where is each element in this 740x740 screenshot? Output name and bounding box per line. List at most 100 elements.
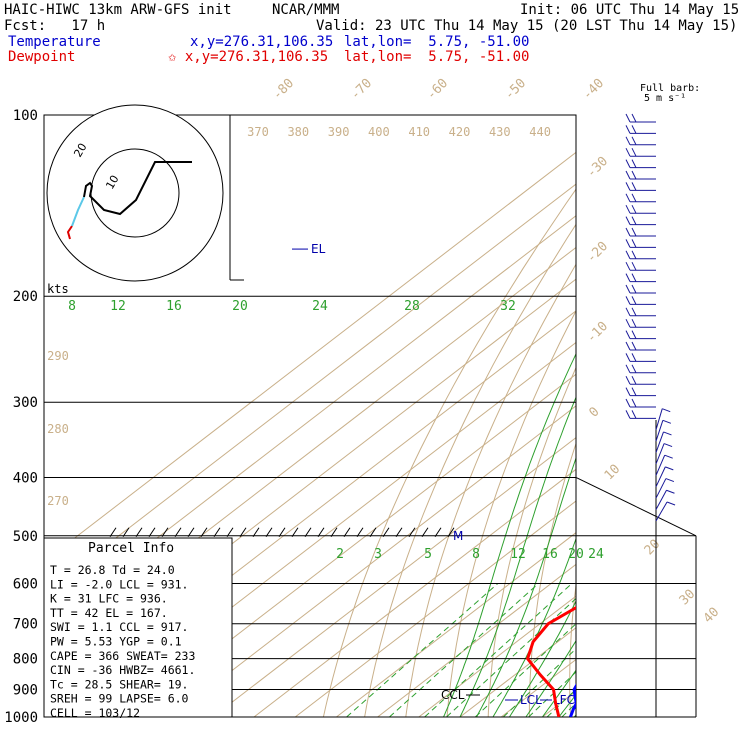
wind-barb: [631, 170, 637, 180]
hatch-mark: [408, 527, 416, 538]
mixing-ratio-label: 5: [424, 547, 432, 562]
hodograph-outer-ring: [46, 104, 224, 282]
wind-barb: [655, 490, 667, 510]
isotherm-label: -80: [270, 76, 297, 103]
hatch-mark: [317, 527, 325, 538]
hatch-mark: [135, 527, 143, 538]
valid-time: Valid: 23 UTC Thu 14 May 15 (20 LST Thu …: [316, 18, 738, 34]
dewpoint-latlon: lat,lon= 5.75, -51.00: [344, 49, 530, 65]
wind-barb: [631, 410, 637, 419]
wind-barb: [631, 284, 637, 294]
wind-barb: [666, 489, 675, 494]
theta-label: 430: [489, 125, 511, 139]
wind-barb: [625, 341, 631, 351]
wind-barb: [655, 501, 668, 522]
moist-adiabat-label: 12: [110, 299, 126, 314]
isotherm-label: -10: [584, 319, 611, 346]
wind-barb: [655, 443, 665, 465]
wind-barb: [625, 410, 631, 419]
hatch-mark: [239, 527, 247, 538]
temperature-xy: x,y=276.31,106.35: [190, 34, 334, 50]
wind-barb: [631, 193, 637, 203]
hatch-mark: [161, 527, 169, 538]
org-label: NCAR/MMM: [272, 2, 340, 18]
isotherm-line: [294, 500, 576, 717]
dry-adiabat: [405, 263, 576, 717]
wind-barb: [631, 250, 637, 260]
isotherm-line: [44, 151, 576, 563]
moist-adiabat-label: 28: [404, 299, 420, 314]
moist-adiabat-label: 24: [312, 299, 328, 314]
hatch-mark: [187, 527, 195, 538]
mixing-ratio-label: 16: [542, 547, 558, 562]
pressure-tick-label: 400: [13, 470, 38, 486]
hatch-mark: [447, 527, 455, 538]
isotherm-line: [130, 373, 576, 717]
wind-barb: [625, 147, 631, 157]
pressure-tick-label: 700: [13, 617, 38, 633]
wind-barb: [631, 239, 637, 248]
mixing-ratio-label: 2: [336, 547, 344, 562]
wind-barb: [631, 113, 637, 123]
lcl-label: LCL: [520, 693, 542, 707]
isotherm-line: [377, 563, 576, 717]
wind-barb: [655, 478, 667, 499]
hatch-mark: [109, 527, 117, 538]
wind-barb: [625, 250, 631, 260]
parcel-info-box: [43, 537, 233, 718]
barb-legend-title: Full barb:: [640, 83, 701, 94]
frame-slope: [575, 476, 697, 537]
hodograph-trace-mid: [71, 196, 85, 227]
isotherm-line: [500, 658, 576, 717]
wind-barb: [665, 478, 675, 483]
hatch-mark: [434, 527, 442, 538]
isotherm-label: 40: [701, 605, 723, 627]
moist-adiabat: [508, 599, 576, 717]
dry-adiabat: [718, 115, 740, 717]
hatch-mark: [122, 527, 130, 538]
isotherm-label: -20: [584, 239, 611, 266]
wind-barb: [631, 216, 637, 225]
hatch-mark: [382, 527, 390, 538]
wind-barb: [631, 387, 637, 396]
wind-barb: [625, 353, 631, 362]
hatch-mark: [265, 527, 273, 538]
wind-barb: [625, 261, 631, 271]
wind-barb: [666, 501, 676, 506]
isotherm-label: -50: [502, 76, 529, 103]
el-label: EL: [311, 242, 326, 256]
wind-barb: [625, 113, 631, 123]
isotherm-label: 10: [602, 462, 624, 484]
isotherm-line: [418, 595, 576, 717]
wind-barb: [625, 273, 631, 282]
isotherm-label: 20: [642, 537, 664, 559]
wind-barb: [631, 147, 637, 157]
isotherm-line: [212, 436, 576, 717]
wind-barb: [625, 204, 631, 214]
dry-adiabat: [364, 223, 576, 717]
dewpoint-label: Dewpoint: [8, 49, 76, 65]
wind-barb: [631, 182, 637, 191]
wind-barb: [625, 193, 631, 203]
pressure-tick-label: 800: [13, 652, 38, 668]
wind-barb: [625, 125, 631, 134]
wind-barb: [631, 330, 637, 339]
wind-barb: [631, 261, 637, 271]
parcel-info-row: K = 31 LFC = 936.: [50, 592, 168, 606]
theta-label: 380: [287, 125, 309, 139]
mixing-ratio-line: [561, 702, 576, 717]
dewpoint-xy: ✩ x,y=276.31,106.35: [168, 49, 329, 65]
dry-adiabat: [446, 309, 576, 717]
parcel-info-title: Parcel Info: [88, 541, 174, 556]
wind-barb: [625, 307, 631, 317]
dry-adiabat: [322, 188, 576, 717]
hatch-mark: [395, 527, 403, 538]
wind-barb: [625, 387, 631, 396]
mixing-ratio-label: 20: [568, 547, 584, 562]
theta-left-label: 290: [47, 349, 69, 363]
wind-barb: [655, 431, 664, 453]
parcel-info-row: T = 26.8 Td = 24.0: [50, 563, 175, 577]
hatch-mark: [213, 527, 221, 538]
theta-left-label: 270: [47, 494, 69, 508]
